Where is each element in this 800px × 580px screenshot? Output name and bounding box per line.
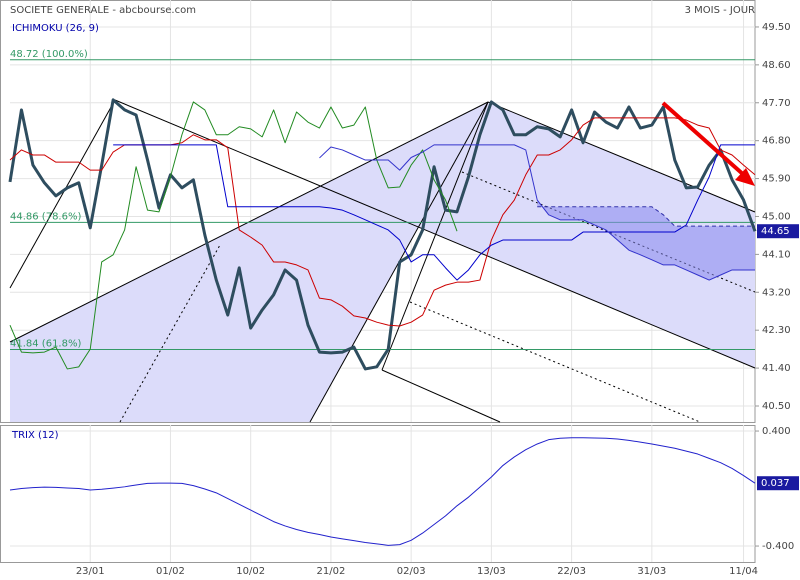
series-line bbox=[113, 144, 755, 281]
fork-median bbox=[119, 244, 221, 423]
y-tick-label: 46.80 bbox=[762, 136, 791, 147]
last-value-label: 44.65 bbox=[761, 226, 790, 237]
last-value-box bbox=[757, 224, 799, 239]
fork-line bbox=[114, 99, 756, 369]
y-tick-label: 0.400 bbox=[762, 426, 791, 437]
x-tick-label: 22/03 bbox=[557, 566, 586, 577]
series-line bbox=[8, 98, 757, 371]
series-line bbox=[9, 101, 458, 370]
y-tick-label: 40.50 bbox=[762, 401, 791, 412]
fork-line bbox=[9, 99, 116, 289]
fork-line bbox=[381, 101, 489, 371]
panel-frame bbox=[0, 425, 756, 563]
fork-median bbox=[409, 301, 701, 423]
x-tick-label: 01/02 bbox=[156, 566, 185, 577]
chart-subtitle: 3 MOIS - JOUR bbox=[685, 5, 755, 16]
last-value-box bbox=[757, 476, 799, 491]
x-tick-label: 23/01 bbox=[76, 566, 105, 577]
y-tick-label: 47.70 bbox=[762, 98, 791, 109]
fork-line bbox=[487, 101, 756, 213]
x-tick-label: 10/02 bbox=[236, 566, 265, 577]
y-tick-label: -0.400 bbox=[762, 541, 794, 552]
y-tick-label: 45.00 bbox=[762, 211, 791, 222]
y-tick-label: 41.40 bbox=[762, 363, 791, 374]
indicator-label: ICHIMOKU (26, 9) bbox=[12, 23, 99, 34]
fork-line bbox=[381, 369, 501, 423]
x-tick-label: 13/03 bbox=[477, 566, 506, 577]
x-tick-label: 31/03 bbox=[637, 566, 666, 577]
series-line bbox=[537, 206, 755, 227]
drawing-overlay bbox=[9, 99, 756, 423]
x-tick-label: 21/02 bbox=[317, 566, 346, 577]
y-tick-label: 49.50 bbox=[762, 22, 791, 33]
trend-arrow-head bbox=[735, 168, 755, 186]
x-tick-label: 02/03 bbox=[397, 566, 426, 577]
y-tick-label: 48.60 bbox=[762, 60, 791, 71]
fibonacci-label: 41.84 (61.8%) bbox=[10, 339, 81, 350]
y-tick-label: 42.30 bbox=[762, 325, 791, 336]
fibonacci-label: 44.86 (78.6%) bbox=[10, 211, 81, 222]
ichimoku-cloud bbox=[537, 200, 755, 281]
y-tick-label: 44.10 bbox=[762, 249, 791, 260]
fork-area bbox=[10, 102, 755, 422]
x-tick-label: 11/04 bbox=[729, 566, 758, 577]
fibonacci-label: 48.72 (100.0%) bbox=[10, 49, 88, 60]
series-line bbox=[9, 437, 756, 546]
series-line bbox=[319, 144, 755, 281]
trend-arrow bbox=[661, 101, 747, 178]
indicator-label: TRIX (12) bbox=[11, 430, 59, 441]
y-tick-label: 43.20 bbox=[762, 287, 791, 298]
chart-title: SOCIETE GENERALE - abcbourse.com bbox=[10, 5, 196, 16]
y-tick-label: 45.90 bbox=[762, 174, 791, 185]
last-value-label: 0.037 bbox=[761, 478, 790, 489]
